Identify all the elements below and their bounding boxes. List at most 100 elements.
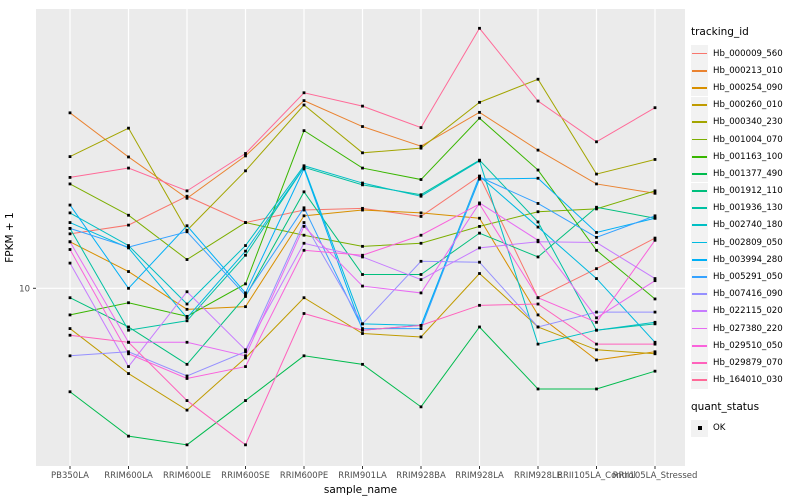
data-point: [478, 231, 481, 235]
data-point: [361, 183, 364, 187]
data-point: [653, 310, 657, 314]
data-point: [244, 291, 247, 295]
data-point: [478, 110, 481, 114]
legend-label: Hb_000009_560: [713, 48, 783, 59]
data-point: [478, 225, 481, 228]
legend-key-icon: [691, 268, 708, 286]
legend-item-Hb_005291_050: Hb_005291_050: [691, 268, 799, 286]
data-point: [361, 255, 364, 259]
data-point: [185, 258, 189, 261]
legend-label: Hb_001004_070: [713, 134, 783, 145]
data-point: [185, 340, 189, 344]
legend-items-tracking-id: Hb_000009_560 Hb_000213_010 Hb_000254_090 H…: [691, 45, 799, 389]
data-point: [302, 103, 306, 107]
data-point: [127, 286, 130, 290]
data-point: [536, 238, 540, 242]
data-point: [536, 240, 540, 244]
data-point: [185, 302, 189, 306]
data-point: [185, 194, 189, 198]
data-point: [244, 354, 247, 358]
legend-key-icon: [691, 251, 708, 269]
data-point: [68, 182, 72, 186]
legend-label: Hb_005291_050: [713, 272, 783, 283]
data-point: [302, 164, 306, 168]
data-point: [361, 206, 364, 210]
legend-key-icon: [691, 199, 708, 217]
data-point: [478, 325, 481, 329]
data-point: [595, 207, 598, 211]
legend-item-Hb_000254_090: Hb_000254_090: [691, 79, 799, 97]
data-point: [127, 352, 130, 356]
data-point: [127, 270, 130, 273]
point-marker-icon: [697, 426, 702, 431]
x-tick-label: RRIM901LA: [338, 471, 387, 481]
data-point: [536, 210, 540, 214]
legend-line-sample: [692, 86, 707, 89]
data-point: [595, 182, 598, 186]
legend-label: Hb_022115_020: [713, 306, 783, 317]
data-point: [595, 316, 598, 320]
x-tick-label: RRIM600PE: [280, 471, 328, 481]
legend-key-icon: [691, 45, 708, 63]
data-point: [68, 226, 72, 230]
data-point: [127, 213, 130, 217]
data-point: [419, 193, 423, 197]
data-point: [536, 313, 540, 317]
legend-line-sample: [692, 138, 707, 141]
data-point: [536, 99, 540, 103]
data-point: [244, 305, 247, 309]
data-point: [419, 178, 423, 181]
data-point: [653, 320, 657, 324]
data-point: [361, 362, 364, 366]
data-point: [478, 177, 481, 181]
data-point: [595, 140, 598, 144]
data-point: [302, 165, 306, 169]
legend-label: Hb_000260_010: [713, 100, 783, 111]
legend-item-Hb_029879_070: Hb_029879_070: [691, 354, 799, 372]
legend-line-sample: [692, 172, 707, 175]
data-point: [653, 369, 657, 373]
x-tick-label: RRIM928LE: [514, 471, 562, 481]
data-point: [185, 307, 189, 311]
legend-line-sample: [692, 361, 707, 364]
data-point: [653, 106, 657, 110]
data-point: [653, 279, 657, 283]
data-point: [244, 399, 247, 402]
data-point: [653, 350, 657, 354]
data-point: [653, 238, 657, 242]
legend-label: Hb_001912_110: [713, 186, 783, 197]
legend-item-Hb_000009_560: Hb_000009_560: [691, 45, 799, 63]
data-point: [595, 320, 598, 324]
legend-line-sample: [692, 241, 707, 244]
legend-key-icon: [691, 62, 708, 80]
legend-item-Hb_001004_070: Hb_001004_070: [691, 131, 799, 149]
data-point: [127, 244, 130, 247]
data-point: [127, 434, 130, 438]
data-point: [536, 148, 540, 152]
data-point: [478, 116, 481, 120]
data-point: [536, 296, 540, 300]
legend: tracking_id Hb_000009_560 Hb_000213_010 Hb…: [691, 26, 799, 437]
legend-key-icon: [691, 371, 708, 389]
data-point: [68, 390, 72, 394]
data-point: [653, 214, 657, 218]
legend-item-Hb_029510_050: Hb_029510_050: [691, 337, 799, 355]
data-point: [244, 244, 247, 247]
data-point: [302, 233, 306, 237]
x-tick-label: RRII105LA_Stressed: [613, 471, 698, 481]
data-point: [244, 221, 247, 224]
data-point: [653, 191, 657, 195]
legend-key-icon: [691, 302, 708, 320]
data-point: [361, 181, 364, 185]
data-point: [185, 408, 189, 412]
data-point: [419, 405, 423, 409]
data-point: [244, 154, 247, 158]
legend-label: Hb_000213_010: [713, 65, 783, 76]
data-point: [302, 190, 306, 194]
data-point: [595, 348, 598, 352]
data-point: [595, 310, 598, 314]
data-point: [68, 203, 72, 207]
data-point: [536, 387, 540, 391]
legend-key-icon: [691, 354, 708, 372]
